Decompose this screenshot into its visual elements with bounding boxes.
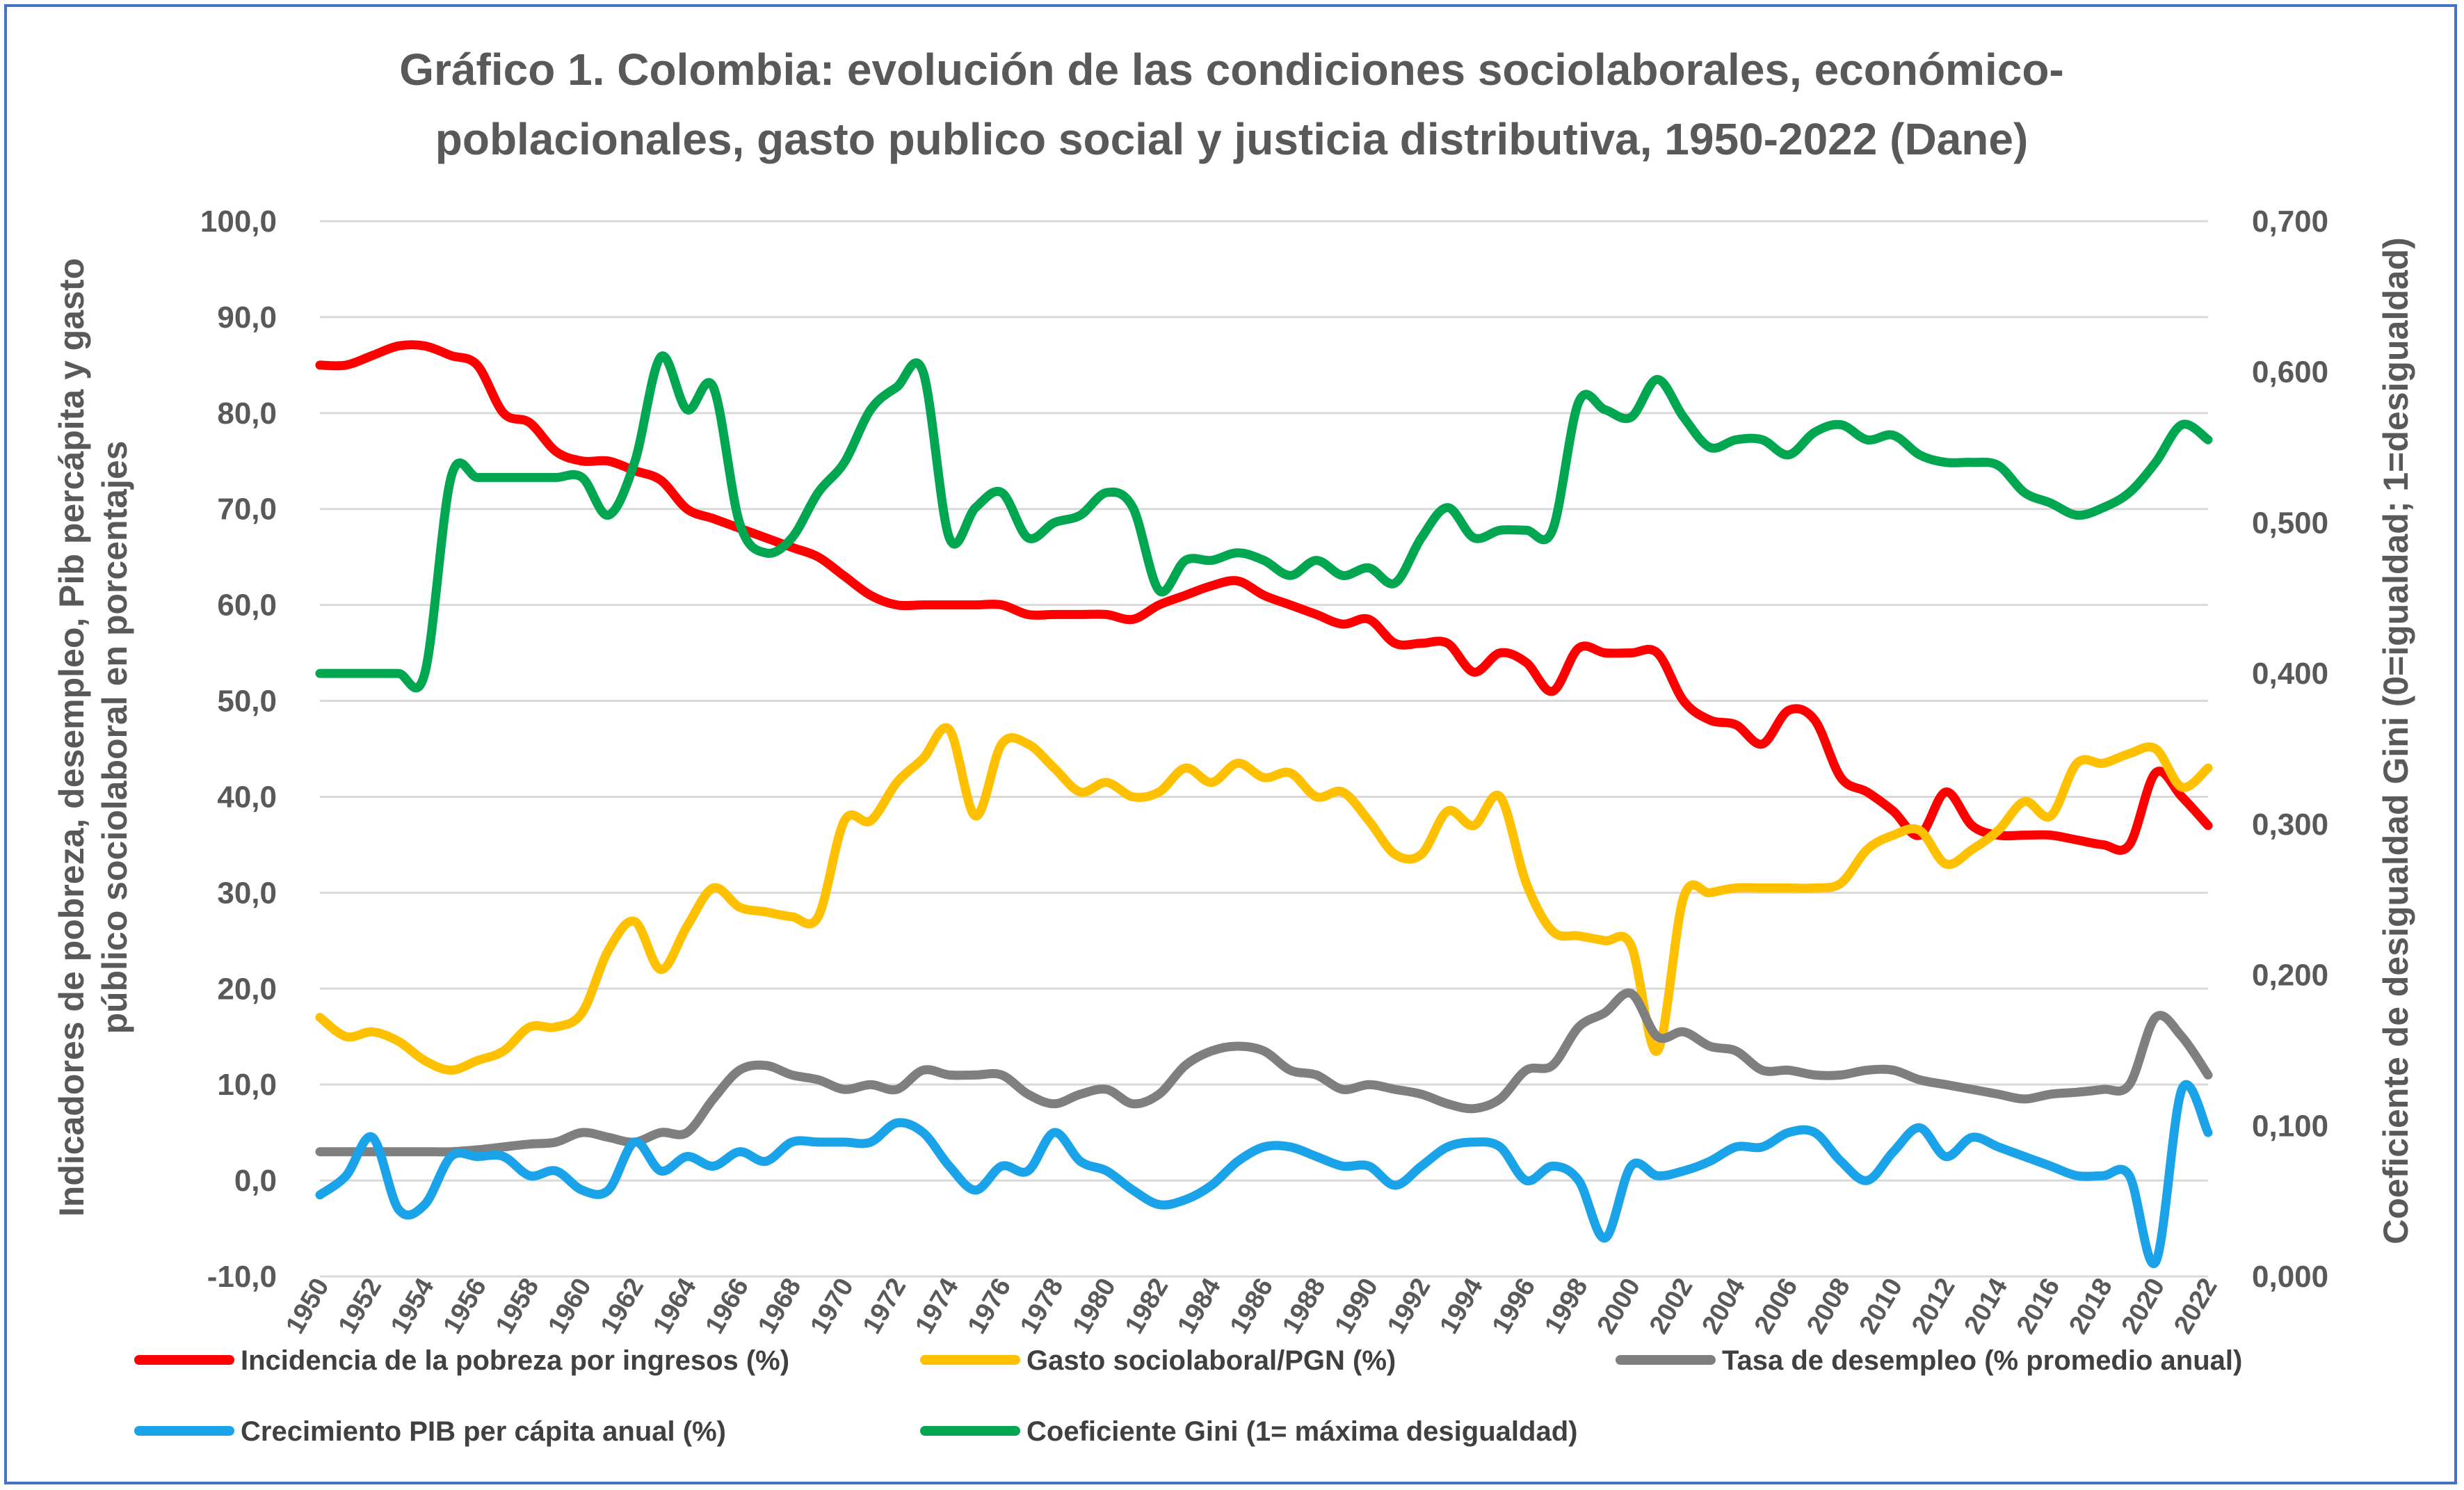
x-tick-label: 2022 <box>2168 1274 2223 1339</box>
y-tick-label: 70,0 <box>217 492 277 527</box>
x-tick-label: 1974 <box>910 1274 965 1339</box>
y2-tick-label: 0,100 <box>2252 1109 2328 1143</box>
x-tick-label: 1968 <box>752 1274 807 1339</box>
y-axis-title: Indicadores de pobreza, desempleo, Pib p… <box>52 258 134 1217</box>
x-tick-label: 1998 <box>1539 1274 1594 1339</box>
chart-title-line-2: poblacionales, gasto publico social y ju… <box>435 114 2029 164</box>
x-tick-label: 2008 <box>1801 1274 1856 1339</box>
series-line-coeficiente-gini-1-maxima-desigualdad <box>315 351 2213 693</box>
x-tick-label: 1972 <box>857 1274 912 1339</box>
legend-label: Incidencia de la pobreza por ingresos (%… <box>241 1345 789 1376</box>
x-axis-ticks: 1950195219541956195819601962196419661968… <box>280 1274 2223 1339</box>
y-tick-label: -10,0 <box>207 1260 277 1294</box>
y-tick-label: 40,0 <box>217 780 277 814</box>
y-axis-title-line-2: público sociolaboral en porcentajes <box>95 441 134 1034</box>
y2-tick-label: 0,300 <box>2252 808 2328 842</box>
legend: Incidencia de la pobreza por ingresos (%… <box>134 1345 2242 1447</box>
y-tick-label: 30,0 <box>217 876 277 910</box>
y-axis-ticks: 100,0 90,0 80,0 70,0 60,0 50,0 40,0 30,0 20,0 10,… <box>200 205 277 1294</box>
y2-tick-label: 0,400 <box>2252 657 2328 691</box>
x-tick-label: 2006 <box>1749 1274 1804 1339</box>
x-tick-label: 1960 <box>542 1274 597 1339</box>
y-tick-label: 90,0 <box>217 301 277 335</box>
legend-label: Tasa de desempleo (% promedio anual) <box>1722 1345 2242 1376</box>
x-tick-label: 2016 <box>2011 1274 2066 1339</box>
y-tick-label: 10,0 <box>217 1068 277 1102</box>
x-tick-label: 1994 <box>1434 1274 1489 1339</box>
y-tick-label: 60,0 <box>217 588 277 623</box>
y2-tick-label: 0,000 <box>2252 1260 2328 1294</box>
x-tick-label: 2014 <box>1958 1274 2013 1339</box>
series-line-crecimiento-pib-per-capita-anual <box>315 1080 2213 1269</box>
y2-axis-title: Coeficiente de desigualdad Gini (0=igual… <box>2376 237 2415 1244</box>
x-tick-label: 1986 <box>1225 1274 1280 1339</box>
x-tick-label: 1982 <box>1120 1274 1175 1339</box>
x-tick-label: 1958 <box>490 1274 545 1339</box>
x-tick-label: 1984 <box>1172 1274 1227 1339</box>
x-tick-label: 2002 <box>1644 1274 1699 1339</box>
y2-tick-label: 0,700 <box>2252 205 2328 239</box>
x-tick-label: 1952 <box>333 1274 388 1339</box>
legend-label: Crecimiento PIB per cápita anual (%) <box>241 1416 726 1447</box>
y2-tick-label: 0,600 <box>2252 355 2328 390</box>
x-tick-label: 2004 <box>1696 1274 1751 1339</box>
x-tick-label: 2000 <box>1592 1274 1647 1339</box>
y2-tick-label: 0,200 <box>2252 959 2328 993</box>
y-tick-label: 50,0 <box>217 684 277 719</box>
x-tick-label: 1990 <box>1329 1274 1384 1339</box>
x-tick-label: 1992 <box>1382 1274 1437 1339</box>
y2-axis-ticks: 0,700 0,600 0,500 0,400 0,300 0,200 0,100 0,000 <box>2252 205 2328 1294</box>
x-tick-label: 1966 <box>700 1274 755 1339</box>
y-axis-title-line-1: Indicadores de pobreza, desempleo, Pib p… <box>52 258 91 1217</box>
y-tick-label: 100,0 <box>200 205 277 239</box>
x-tick-label: 1954 <box>385 1274 440 1339</box>
x-tick-label: 2010 <box>1854 1274 1909 1339</box>
x-tick-label: 2012 <box>1906 1274 1961 1339</box>
x-tick-label: 1976 <box>963 1274 1017 1339</box>
x-tick-label: 1978 <box>1015 1274 1070 1339</box>
series-line-gasto-sociolaboral-pgn <box>315 723 2213 1075</box>
x-tick-label: 2018 <box>2063 1274 2118 1339</box>
chart-title: Gráfico 1. Colombia: evolución de las co… <box>399 45 2063 164</box>
chart-frame <box>4 4 2457 1484</box>
x-tick-label: 1996 <box>1487 1274 1542 1339</box>
legend-label: Gasto sociolaboral/PGN (%) <box>1026 1345 1396 1376</box>
gridlines <box>320 220 2208 1278</box>
x-tick-label: 1970 <box>805 1274 860 1339</box>
y-tick-label: 20,0 <box>217 972 277 1006</box>
x-tick-label: 1988 <box>1277 1274 1332 1339</box>
y2-axis-title-text: Coeficiente de desigualdad Gini (0=igual… <box>2376 237 2415 1244</box>
y-tick-label: 80,0 <box>217 396 277 431</box>
legend-label: Coeficiente Gini (1= máxima desigualdad) <box>1026 1416 1577 1447</box>
x-tick-label: 2020 <box>2116 1274 2171 1339</box>
y-tick-label: 0,0 <box>234 1164 277 1198</box>
x-tick-label: 1956 <box>437 1274 492 1339</box>
x-tick-label: 1980 <box>1067 1274 1122 1339</box>
y2-tick-label: 0,500 <box>2252 506 2328 540</box>
x-tick-label: 1964 <box>647 1274 702 1339</box>
chart-title-line-1: Gráfico 1. Colombia: evolución de las co… <box>399 45 2063 95</box>
series-lines <box>315 340 2213 1269</box>
x-tick-label: 1962 <box>595 1274 650 1339</box>
x-tick-label: 1950 <box>280 1274 335 1339</box>
